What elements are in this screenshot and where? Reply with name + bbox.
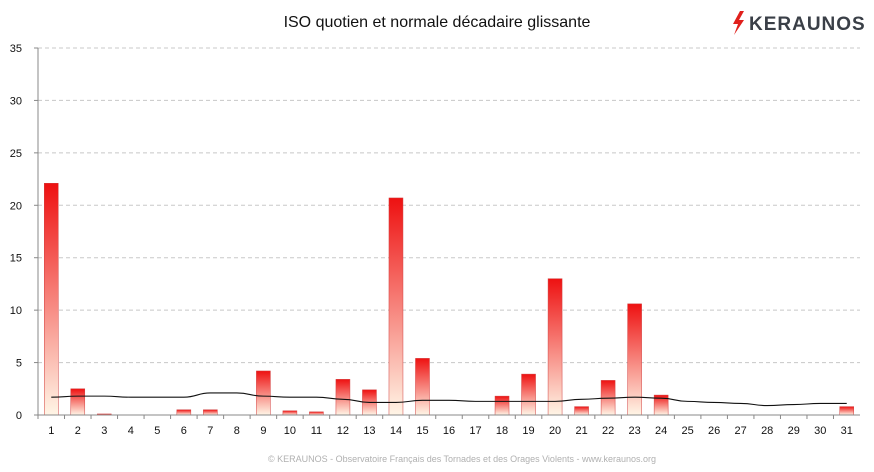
y-tick-label: 20 — [10, 200, 22, 212]
bar — [839, 406, 854, 416]
x-tick-label: 22 — [602, 425, 614, 437]
logo-text: KERAUNOS — [749, 14, 866, 35]
gridlines — [38, 47, 860, 364]
x-tick-label: 21 — [575, 425, 587, 437]
bar — [203, 409, 218, 416]
bars — [44, 183, 854, 416]
x-tick-label: 16 — [443, 425, 455, 437]
x-tick-label: 11 — [311, 425, 322, 437]
x-tick-label: 10 — [284, 425, 296, 437]
y-tick-label: 30 — [10, 95, 22, 107]
x-tick-label: 23 — [628, 425, 640, 437]
x-tick-label: 5 — [154, 425, 160, 437]
x-tick-label: 8 — [234, 425, 240, 437]
x-tick-label: 31 — [841, 425, 853, 437]
bar — [282, 410, 298, 416]
axes — [37, 48, 860, 416]
x-tick-label: 9 — [260, 425, 266, 437]
x-tick-label: 3 — [101, 425, 107, 437]
footer-credit: © KERAUNOS - Observatoire Français des T… — [268, 454, 656, 464]
y-tick-label: 15 — [10, 253, 22, 265]
x-axis-ticks: 1 2 3 4 5 6 7 8 9 10 11 12 13 14 15 16 17 18 19 20 21 22 23 24 2… — [37, 415, 853, 437]
x-tick-label: 30 — [814, 425, 826, 437]
x-tick-label: 19 — [522, 425, 534, 437]
x-tick-label: 14 — [390, 425, 402, 437]
normal-line-path — [51, 392, 847, 407]
x-tick-label: 1 — [48, 425, 54, 437]
keraunos-logo: KERAUNOS — [733, 11, 866, 35]
y-axis-ticks: 0 5 10 15 20 25 30 35 — [10, 43, 38, 422]
x-tick-label: 12 — [337, 425, 349, 437]
x-tick-label: 28 — [761, 425, 773, 437]
x-tick-label: 4 — [128, 425, 134, 437]
x-tick-label: 6 — [181, 425, 187, 437]
bar — [388, 197, 404, 416]
bar — [176, 409, 192, 416]
x-tick-label: 25 — [682, 425, 694, 437]
x-tick-label: 18 — [496, 425, 508, 437]
x-tick-label: 20 — [549, 425, 561, 437]
bar — [574, 406, 589, 416]
bar — [521, 373, 536, 416]
y-tick-label: 25 — [10, 148, 22, 160]
bar — [70, 388, 86, 416]
y-tick-label: 35 — [10, 43, 22, 55]
x-tick-label: 13 — [363, 425, 375, 437]
x-tick-label: 27 — [735, 425, 747, 437]
bar — [44, 183, 59, 416]
chart-title: ISO quotien et normale décadaire glissan… — [284, 14, 591, 31]
y-tick-label: 5 — [16, 358, 22, 370]
y-tick-label: 10 — [10, 305, 22, 317]
x-tick-label: 7 — [207, 425, 213, 437]
bar — [415, 358, 430, 416]
x-tick-label: 29 — [788, 425, 800, 437]
x-tick-label: 17 — [469, 425, 481, 437]
x-tick-label: 24 — [655, 425, 667, 437]
bar — [627, 303, 642, 416]
bar — [494, 395, 510, 416]
bar — [256, 370, 271, 416]
y-tick-label: 0 — [16, 410, 22, 422]
x-tick-label: 26 — [708, 425, 720, 437]
bar — [547, 278, 563, 416]
lightning-bolt-icon — [733, 11, 744, 35]
bar — [335, 379, 351, 416]
x-tick-label: 15 — [416, 425, 428, 437]
normal-line — [51, 392, 847, 407]
x-tick-label: 2 — [75, 425, 81, 437]
